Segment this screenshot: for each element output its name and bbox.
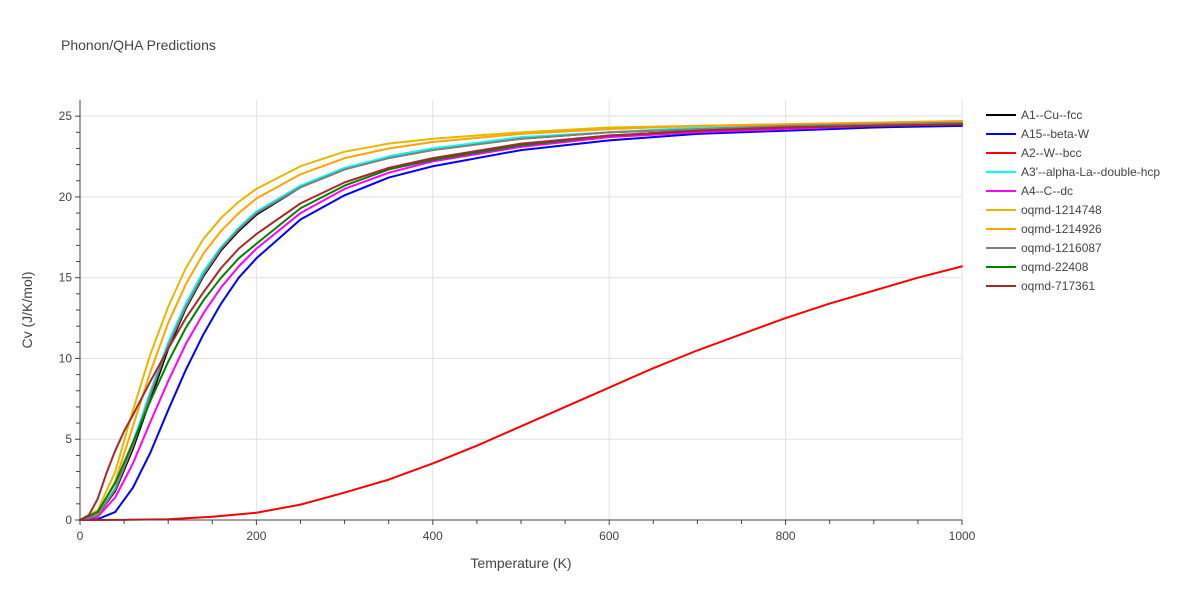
y-axis-title: Cv (J/K/mol)	[19, 272, 35, 349]
series-layer	[79, 120, 963, 521]
x-tick-label: 200	[246, 529, 266, 543]
legend-item[interactable]: A15--beta-W	[986, 127, 1090, 141]
legend-label: A2--W--bcc	[1021, 146, 1081, 160]
series-line-8	[79, 121, 963, 521]
y-tick-label: 25	[59, 109, 73, 123]
series-line-10	[79, 123, 963, 521]
legend-item[interactable]: oqmd-717361	[986, 279, 1095, 293]
x-tick-label: 400	[423, 529, 443, 543]
x-axis-title: Temperature (K)	[470, 555, 571, 571]
y-tick-label: 10	[59, 351, 73, 365]
series-line-9	[79, 123, 963, 521]
series-line-2	[79, 124, 963, 521]
axes: 0 200 400 600 800 1000 0 5 10 15 20 25	[59, 100, 976, 543]
y-tick-label: 20	[59, 190, 73, 204]
x-tick-label: 0	[77, 529, 84, 543]
legend-label: A15--beta-W	[1021, 127, 1090, 141]
legend-item[interactable]: A4--C--dc	[986, 184, 1073, 198]
y-tick-label: 15	[59, 271, 73, 285]
legend-item[interactable]: oqmd-1216087	[986, 241, 1102, 255]
series-line-7	[79, 120, 963, 521]
legend-label: oqmd-717361	[1021, 279, 1095, 293]
legend-label: A4--C--dc	[1021, 184, 1073, 198]
grid	[80, 100, 963, 520]
legend-label: oqmd-1214748	[1021, 203, 1102, 217]
series-line-3	[79, 265, 963, 521]
y-tick-label: 0	[65, 513, 72, 527]
legend-item[interactable]: A1--Cu--fcc	[986, 108, 1082, 122]
legend-item[interactable]: oqmd-1214926	[986, 222, 1102, 236]
x-tick-label: 800	[776, 529, 796, 543]
y-tick-label: 5	[65, 432, 72, 446]
x-tick-label: 1000	[949, 529, 976, 543]
legend-item[interactable]: oqmd-1214748	[986, 203, 1102, 217]
legend-item[interactable]: A2--W--bcc	[986, 146, 1081, 160]
legend-label: oqmd-22408	[1021, 260, 1089, 274]
legend-item[interactable]: A3'--alpha-La--double-hcp	[986, 165, 1160, 179]
legend-label: A3'--alpha-La--double-hcp	[1021, 165, 1160, 179]
series-line-5	[79, 123, 963, 521]
legend-label: oqmd-1214926	[1021, 222, 1102, 236]
legend-item[interactable]: oqmd-22408	[986, 260, 1089, 274]
legend-label: oqmd-1216087	[1021, 241, 1102, 255]
legend[interactable]: A1--Cu--fcc A15--beta-W A2--W--bcc A3'--alp…	[986, 108, 1160, 293]
x-tick-label: 600	[599, 529, 619, 543]
series-line-4	[79, 121, 963, 521]
series-line-1	[79, 121, 963, 521]
chart-title: Phonon/QHA Predictions	[61, 37, 216, 53]
legend-label: A1--Cu--fcc	[1021, 108, 1082, 122]
